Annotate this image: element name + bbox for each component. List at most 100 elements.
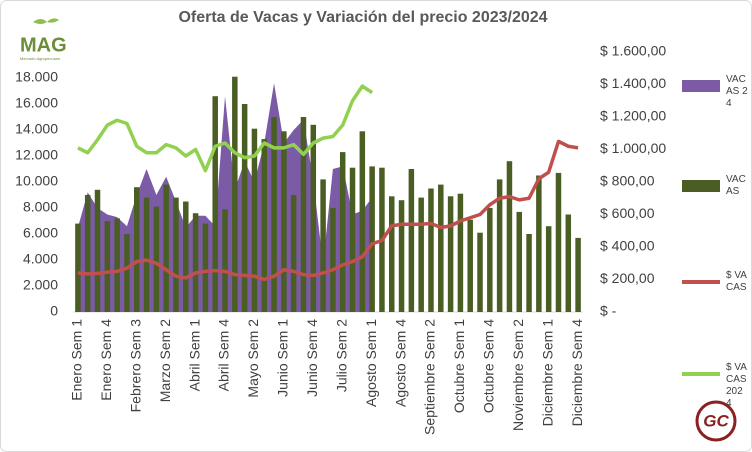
- x-tick-label: Octubre Sem 4: [481, 319, 497, 413]
- bar: [261, 139, 267, 312]
- bar: [467, 219, 473, 312]
- y-tick-label: 0: [50, 303, 58, 319]
- y2-tick-label: $ -: [600, 303, 617, 319]
- legend-swatch: [682, 180, 720, 192]
- x-tick-label: Junio Sem 4: [304, 319, 320, 397]
- bar: [506, 161, 513, 312]
- y-tick-label: 18.000: [15, 69, 58, 85]
- bar: [241, 104, 248, 312]
- x-tick-label: Julio Sem 2: [333, 319, 349, 392]
- bar: [143, 197, 150, 312]
- bar: [153, 206, 160, 312]
- bar: [418, 197, 424, 312]
- x-tick-label: Noviembre Sem 2: [510, 319, 526, 431]
- bar: [300, 117, 307, 312]
- bar: [104, 221, 111, 312]
- x-tick-label: Febrero Sem 3: [127, 319, 143, 413]
- watermark: GC: [703, 411, 729, 430]
- y2-tick-label: $ 1.400,00: [600, 75, 666, 91]
- bar: [310, 124, 317, 312]
- bar: [457, 193, 464, 312]
- bar: [75, 223, 81, 312]
- bar: [536, 175, 542, 312]
- bar: [477, 232, 483, 312]
- bar: [447, 196, 454, 312]
- bar: [487, 208, 493, 312]
- area: [77, 83, 373, 312]
- bar: [281, 131, 287, 312]
- bar: [290, 195, 297, 312]
- x-tick-label: Abril Sem 1: [186, 319, 202, 392]
- bar: [398, 200, 405, 312]
- bar: [320, 179, 326, 312]
- bar: [438, 184, 444, 312]
- y-tick-label: 12.000: [15, 147, 58, 163]
- line: [77, 84, 374, 173]
- bar: [526, 234, 532, 312]
- bar: [408, 169, 415, 312]
- x-tick-label: Marzo Sem 2: [157, 319, 173, 402]
- bar: [516, 211, 522, 312]
- bar: [496, 179, 503, 312]
- x-tick-label: Enero Sem 1: [69, 319, 85, 401]
- y2-tick-label: $ 600,00: [600, 205, 655, 221]
- bar: [389, 196, 395, 312]
- legend-label: VACAS 24: [726, 74, 748, 109]
- x-tick-label: Mayo Sem 2: [245, 319, 261, 398]
- legend-label: $ VACAS: [726, 270, 747, 293]
- y2-tick-label: $ 400,00: [600, 238, 655, 254]
- x-tick-label: Diciembre Sem 4: [569, 319, 585, 427]
- y2-tick-label: $ 800,00: [600, 173, 655, 189]
- y2-tick-label: $ 200,00: [600, 270, 655, 286]
- y2-tick-label: $ 1.600,00: [600, 43, 666, 59]
- x-tick-label: Octubre Sem 1: [451, 319, 467, 413]
- y-tick-label: 14.000: [15, 121, 58, 137]
- bar: [124, 234, 130, 312]
- chart-title: Oferta de Vacas y Variación del precio 2…: [178, 9, 547, 26]
- logo-subtitle: Mercado Agropecuario: [20, 56, 61, 61]
- x-tick-label: Abril Sem 4: [216, 319, 232, 392]
- x-tick-label: Enero Sem 4: [98, 319, 114, 401]
- y-tick-label: 6.000: [23, 225, 58, 241]
- legend-label: $ VACAS 2024: [726, 362, 747, 409]
- bar: [173, 197, 179, 312]
- y2-tick-label: $ 1.000,00: [600, 140, 666, 156]
- legend-label: VACAS: [726, 174, 746, 197]
- line: [77, 139, 579, 282]
- legend-swatch: [682, 80, 720, 92]
- bar: [428, 188, 434, 312]
- bar: [545, 226, 552, 312]
- bar: [349, 167, 356, 312]
- bar: [84, 195, 91, 312]
- bar: [359, 131, 366, 312]
- x-tick-label: Diciembre Sem 1: [539, 319, 555, 427]
- bar: [192, 213, 199, 312]
- bar: [212, 96, 218, 312]
- bar: [555, 172, 562, 312]
- x-tick-label: Junio Sem 1: [275, 319, 291, 397]
- bar: [339, 152, 346, 312]
- bar: [575, 237, 581, 312]
- bar: [251, 128, 258, 312]
- x-tick-label: Agosto Sem 4: [392, 319, 408, 407]
- watermark-circle: [695, 400, 737, 442]
- y-tick-label: 2.000: [23, 277, 58, 293]
- y-tick-label: 8.000: [23, 199, 58, 215]
- bar: [134, 187, 140, 312]
- logo-text: MAG: [20, 34, 67, 56]
- bar: [232, 76, 238, 312]
- bar: [369, 166, 375, 312]
- x-tick-label: Agosto Sem 1: [363, 319, 379, 407]
- y2-tick-label: $ 1.200,00: [600, 108, 666, 124]
- bar: [114, 218, 120, 312]
- bar: [94, 189, 101, 312]
- bar: [222, 209, 228, 312]
- x-tick-label: Septiembre Sem 2: [422, 319, 438, 435]
- bar: [183, 201, 189, 312]
- bar: [202, 223, 209, 312]
- bar: [271, 117, 277, 312]
- y-tick-label: 10.000: [15, 173, 58, 189]
